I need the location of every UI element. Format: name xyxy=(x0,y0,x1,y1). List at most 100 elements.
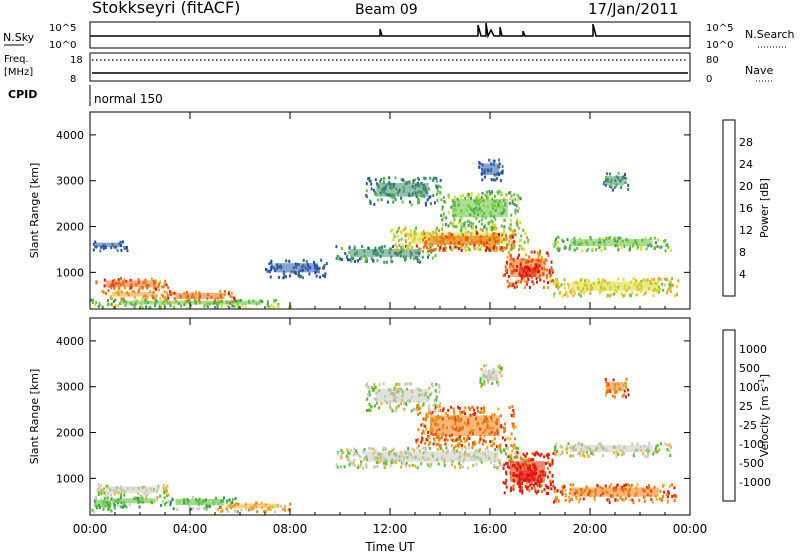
power-cell xyxy=(508,282,511,286)
velocity-cell xyxy=(549,479,552,483)
velocity-cell xyxy=(464,412,466,416)
power-cell xyxy=(392,196,395,200)
power-cell xyxy=(499,247,502,251)
power-cell xyxy=(640,289,643,293)
power-cell xyxy=(530,250,533,254)
power-cell xyxy=(270,268,273,272)
velocity-cell xyxy=(156,489,159,493)
power-cell xyxy=(117,288,120,292)
power-cell xyxy=(324,275,326,279)
power-cell xyxy=(479,247,482,251)
velocity-cell xyxy=(490,444,493,448)
power-cell xyxy=(566,238,569,242)
velocity-cell xyxy=(483,406,485,410)
velocity-cell xyxy=(644,454,647,458)
velocity-cell xyxy=(492,442,495,446)
power-cell xyxy=(233,297,236,300)
power-cell xyxy=(518,248,520,252)
power-cell xyxy=(659,245,662,249)
velocity-cell xyxy=(489,440,492,444)
power-cell xyxy=(515,281,518,285)
power-cell xyxy=(513,203,516,206)
velocity-cell xyxy=(592,452,595,456)
power-cell xyxy=(442,215,445,219)
velocity-cell xyxy=(555,442,558,446)
velocity-cell xyxy=(622,498,625,502)
power-cell xyxy=(528,286,531,289)
power-cell xyxy=(510,218,513,222)
velocity-cell xyxy=(460,439,463,443)
power-cell xyxy=(508,226,511,230)
power-cell xyxy=(462,224,465,228)
power-frame xyxy=(89,111,691,310)
velocity-cell xyxy=(485,363,488,367)
velocity-region xyxy=(105,486,157,494)
velocity-cell xyxy=(605,391,608,395)
power-cell xyxy=(480,218,483,222)
velocity-cell xyxy=(389,402,392,406)
velocity-cell xyxy=(163,489,165,493)
velocity-cell xyxy=(435,395,438,399)
power-cell xyxy=(229,295,232,299)
power-cell xyxy=(498,232,500,236)
velocity-cell xyxy=(198,507,201,511)
power-cell xyxy=(498,245,501,249)
power-cell xyxy=(324,272,327,276)
power-cell xyxy=(198,298,201,302)
power-cell xyxy=(376,259,379,263)
velocity-cell xyxy=(506,446,509,450)
power-cell xyxy=(313,260,315,264)
power-cell xyxy=(511,229,514,233)
velocity-cell xyxy=(472,412,475,416)
velocity-region xyxy=(606,382,624,392)
velocity-cell xyxy=(519,487,522,491)
velocity-cell xyxy=(471,444,474,448)
power-cell xyxy=(517,279,520,283)
power-cell xyxy=(394,198,397,202)
power-cell xyxy=(552,294,555,298)
velocity-cell xyxy=(569,483,572,487)
power-cell xyxy=(486,190,488,194)
power-cell xyxy=(467,224,470,227)
velocity-cell xyxy=(515,454,518,458)
power-cell xyxy=(380,178,383,181)
power-cell xyxy=(505,268,507,272)
velocity-colorbar-tick: -100 xyxy=(739,438,764,451)
velocity-cell xyxy=(192,496,194,499)
velocity-cell xyxy=(391,449,394,452)
velocity-cell xyxy=(604,484,607,488)
power-cell xyxy=(558,247,561,251)
velocity-cell xyxy=(621,394,624,398)
velocity-cell xyxy=(510,414,513,417)
power-cell xyxy=(434,254,437,257)
power-cell xyxy=(556,284,559,288)
power-cell xyxy=(265,268,268,271)
power-cell xyxy=(495,177,498,181)
power-cell xyxy=(585,249,588,253)
power-cell xyxy=(554,277,557,281)
velocity-cell xyxy=(481,437,484,441)
power-cell xyxy=(530,275,533,279)
xtick-label: 16:00 xyxy=(473,522,508,536)
velocity-cell xyxy=(564,498,567,502)
power-cell xyxy=(483,243,486,247)
power-cell xyxy=(553,292,556,296)
velocity-cell xyxy=(498,371,501,375)
velocity-cell xyxy=(554,453,557,457)
power-cell xyxy=(553,244,556,248)
power-cell xyxy=(467,195,470,199)
velocity-cell xyxy=(455,438,458,442)
power-cell xyxy=(623,245,626,248)
velocity-cell xyxy=(231,501,234,505)
power-cell xyxy=(460,246,463,250)
power-cell xyxy=(284,275,287,279)
power-cell xyxy=(105,292,108,296)
power-cell xyxy=(133,303,136,307)
power-cell xyxy=(101,289,104,293)
power-cell xyxy=(514,211,517,215)
velocity-cell xyxy=(484,440,487,444)
cpid-value: normal 150 xyxy=(94,92,163,106)
power-cell xyxy=(438,248,441,252)
power-cell xyxy=(101,305,104,309)
power-cell xyxy=(445,216,448,220)
